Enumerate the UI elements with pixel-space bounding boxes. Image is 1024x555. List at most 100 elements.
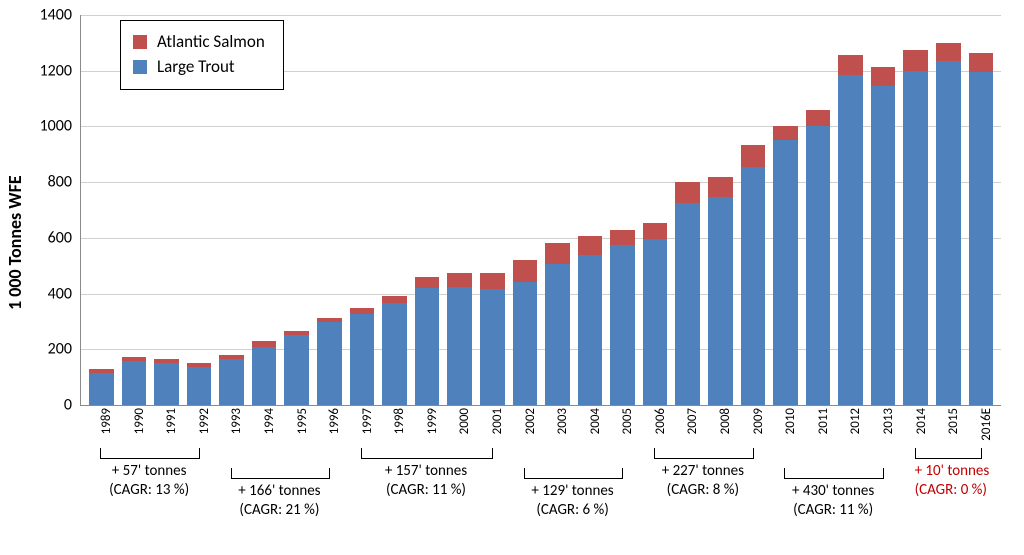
annotation-line1: + 157' tonnes xyxy=(361,462,491,481)
bar xyxy=(219,355,244,405)
x-tick-label: 2009 xyxy=(740,408,765,450)
x-tick-label: 2010 xyxy=(772,408,797,450)
bar-segment-large-trout xyxy=(284,335,309,405)
bar-segment-large-trout xyxy=(610,245,635,405)
annotation-line1: + 227' tonnes xyxy=(654,462,752,481)
bar xyxy=(415,277,440,405)
bar-segment-large-trout xyxy=(969,72,994,405)
bar-segment-atlantic-salmon xyxy=(838,55,863,75)
bar-segment-atlantic-salmon xyxy=(903,50,928,71)
bar xyxy=(317,318,342,405)
annotation-line2: (CAGR: 11 %) xyxy=(784,501,882,520)
bar-segment-large-trout xyxy=(252,347,277,405)
bar-segment-large-trout xyxy=(675,203,700,405)
bar-segment-atlantic-salmon xyxy=(741,145,766,167)
bar-segment-atlantic-salmon xyxy=(545,243,570,264)
legend-swatch xyxy=(133,35,147,49)
bar xyxy=(838,55,863,405)
annotation-line1: + 430' tonnes xyxy=(784,482,882,501)
bar-segment-large-trout xyxy=(447,287,472,405)
bar xyxy=(708,177,733,405)
x-tick-label: 2007 xyxy=(674,408,699,450)
bar-segment-large-trout xyxy=(708,197,733,405)
bar xyxy=(643,223,668,405)
bar-segment-atlantic-salmon xyxy=(773,126,798,140)
x-tick-label: 2012 xyxy=(837,408,862,450)
annotation-line2: (CAGR: 8 %) xyxy=(654,481,752,500)
x-tick-label: 1996 xyxy=(316,408,341,450)
x-tick-label: 1994 xyxy=(251,408,276,450)
annotation-bracket xyxy=(524,468,624,479)
annotation-line1: + 10' tonnes xyxy=(915,462,980,481)
x-tick-label: 2004 xyxy=(577,408,602,450)
bar xyxy=(773,126,798,405)
bar-segment-large-trout xyxy=(903,71,928,405)
bar-segment-atlantic-salmon xyxy=(480,273,505,290)
bar xyxy=(806,110,831,405)
bar-segment-large-trout xyxy=(513,282,538,405)
legend-item-large-trout: Large Trout xyxy=(133,56,265,77)
bar xyxy=(675,182,700,405)
bar-segment-atlantic-salmon xyxy=(806,110,831,127)
annotation-line2: (CAGR: 0 %) xyxy=(915,481,980,500)
annotation-text: + 10' tonnes(CAGR: 0 %) xyxy=(915,462,980,500)
annotation-text: + 157' tonnes(CAGR: 11 %) xyxy=(361,462,491,500)
bar-segment-atlantic-salmon xyxy=(643,223,668,240)
annotation-bracket xyxy=(784,468,884,479)
legend-label: Atlantic Salmon xyxy=(157,31,265,52)
x-tick-label: 1991 xyxy=(153,408,178,450)
x-tick-label: 1990 xyxy=(121,408,146,450)
bar-segment-large-trout xyxy=(89,373,114,405)
annotation-bracket xyxy=(361,448,493,459)
bar xyxy=(89,369,114,405)
bar-segment-large-trout xyxy=(219,359,244,405)
bar xyxy=(447,273,472,405)
bar-segment-atlantic-salmon xyxy=(513,260,538,282)
bar-segment-large-trout xyxy=(480,289,505,405)
annotation-line1: + 57' tonnes xyxy=(100,462,198,481)
annotation-text: + 57' tonnes(CAGR: 13 %) xyxy=(100,462,198,500)
bar-segment-large-trout xyxy=(415,288,440,405)
annotation-line2: (CAGR: 21 %) xyxy=(231,501,329,520)
x-tick-label: 2011 xyxy=(805,408,830,450)
bar-segment-atlantic-salmon xyxy=(871,67,896,87)
x-tick-label: 2016E xyxy=(968,408,993,450)
bar-segment-large-trout xyxy=(545,264,570,405)
bar-segment-atlantic-salmon xyxy=(382,296,407,303)
annotation-brackets: + 57' tonnes(CAGR: 13 %)+ 166' tonnes(CA… xyxy=(80,448,1000,548)
bar-segment-large-trout xyxy=(154,363,179,405)
bar-segment-large-trout xyxy=(773,140,798,405)
bar-segment-large-trout xyxy=(122,361,147,405)
bar xyxy=(382,296,407,405)
legend-label: Large Trout xyxy=(157,56,235,77)
x-tick-label: 2002 xyxy=(512,408,537,450)
annotation-bracket xyxy=(654,448,754,459)
x-tick-label: 2008 xyxy=(707,408,732,450)
y-tick-label: 1000 xyxy=(12,117,72,136)
bar-segment-atlantic-salmon xyxy=(447,273,472,287)
bar-segment-large-trout xyxy=(350,314,375,405)
annotation-text: + 430' tonnes(CAGR: 11 %) xyxy=(784,482,882,520)
bar-segment-large-trout xyxy=(578,255,603,405)
y-tick-label: 600 xyxy=(12,228,72,247)
bar-segment-atlantic-salmon xyxy=(350,308,375,315)
annotation-line1: + 166' tonnes xyxy=(231,482,329,501)
annotation-bracket xyxy=(231,468,331,479)
bar xyxy=(252,341,277,405)
bar-segment-large-trout xyxy=(936,61,961,405)
bar xyxy=(903,50,928,405)
x-tick-label: 1995 xyxy=(283,408,308,450)
bar-segment-large-trout xyxy=(741,167,766,405)
bar-segment-large-trout xyxy=(838,75,863,405)
bar xyxy=(610,230,635,405)
bar-segment-atlantic-salmon xyxy=(578,236,603,254)
bar-segment-large-trout xyxy=(187,367,212,405)
annotation-text: + 166' tonnes(CAGR: 21 %) xyxy=(231,482,329,520)
bar xyxy=(480,273,505,405)
bar-segment-atlantic-salmon xyxy=(969,53,994,73)
legend: Atlantic Salmon Large Trout xyxy=(120,20,284,90)
annotation-bracket xyxy=(915,448,982,459)
y-tick-label: 200 xyxy=(12,340,72,359)
bar xyxy=(969,53,994,405)
x-tick-label: 2006 xyxy=(642,408,667,450)
